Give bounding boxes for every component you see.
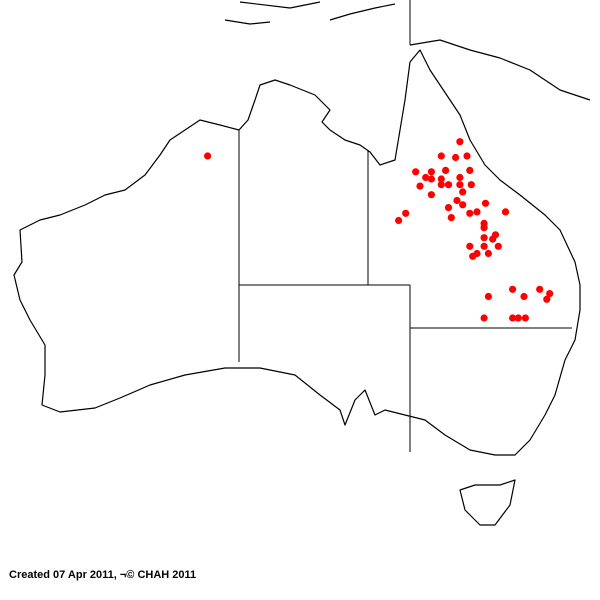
occurrence-point — [520, 292, 528, 301]
occurrence-point — [484, 249, 492, 258]
occurrence-point — [543, 295, 551, 303]
occurrence-point — [456, 138, 464, 146]
occurrence-point — [442, 166, 450, 174]
occurrence-point — [494, 242, 502, 250]
occurrence-point — [491, 231, 500, 239]
island-seram — [239, 1, 321, 9]
occurrence-point — [484, 292, 492, 301]
occurrence-point — [473, 208, 481, 216]
occurrence-point — [402, 209, 410, 217]
occurrence-point — [467, 181, 475, 189]
occurrence-point — [508, 314, 517, 322]
occurrence-point — [427, 175, 435, 183]
occurrence-point — [466, 242, 474, 250]
island-sumba — [224, 19, 271, 25]
occurrence-point — [521, 314, 530, 322]
australia-coastline — [13, 49, 581, 456]
occurrence-point — [514, 314, 522, 322]
occurrence-point — [444, 204, 453, 212]
occurrence-point — [422, 173, 430, 182]
occurrence-point — [453, 196, 461, 205]
occurrence-point — [536, 285, 544, 293]
occurrence-point — [546, 290, 554, 298]
occurrence-point — [480, 314, 488, 322]
occurrence-point — [437, 175, 445, 183]
occurrence-point — [466, 166, 474, 174]
occurrence-point — [447, 214, 455, 222]
occurrence-point — [469, 252, 477, 260]
occurrence-point — [459, 201, 467, 209]
occurrence-point — [480, 234, 488, 242]
occurrence-point — [416, 182, 424, 190]
occurrence-points — [204, 138, 554, 322]
occurrence-point — [459, 188, 467, 196]
occurrence-point — [501, 208, 510, 216]
occurrence-point — [466, 209, 474, 217]
tasmania-coastline — [459, 479, 516, 526]
occurrence-point — [437, 152, 445, 160]
occurrence-point — [456, 181, 464, 189]
state-borders — [238, 0, 572, 452]
occurrence-point — [508, 285, 517, 293]
occurrence-point — [427, 191, 435, 199]
occurrence-point — [463, 152, 471, 160]
occurrence-point — [437, 181, 445, 189]
occurrence-point — [452, 153, 460, 162]
occurrence-point — [395, 216, 403, 225]
occurrence-point — [412, 168, 420, 176]
occurrence-point — [480, 242, 488, 250]
occurrence-point — [444, 181, 453, 189]
island-new-guinea — [409, 39, 591, 101]
occurrence-point — [456, 173, 464, 182]
occurrence-point — [480, 224, 488, 232]
occurrence-point — [204, 152, 212, 160]
occurrence-point — [481, 199, 490, 207]
island-timor — [329, 3, 396, 21]
map-caption: Created 07 Apr 2011, ¬© CHAH 2011 — [9, 569, 197, 581]
occurrence-point — [427, 168, 435, 176]
